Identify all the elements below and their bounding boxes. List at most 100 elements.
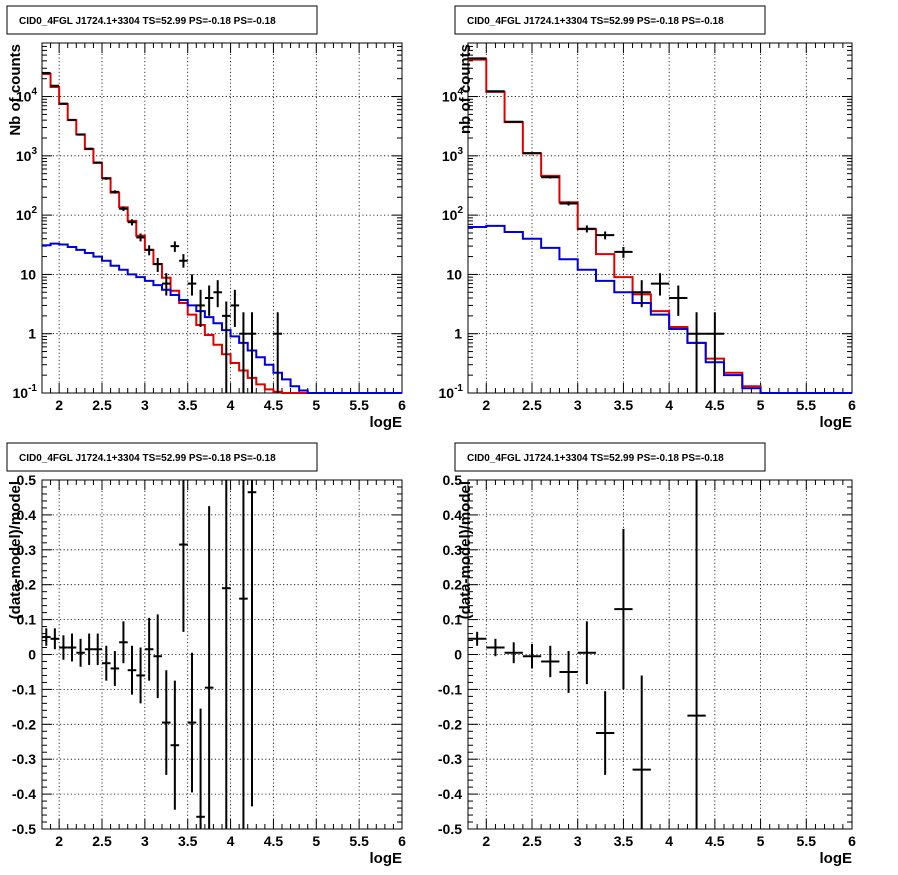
title-box-frame [454, 442, 766, 472]
grid [468, 480, 852, 829]
grid [42, 43, 402, 393]
x-tick-label: 2 [55, 397, 63, 413]
plot-frame [41, 42, 403, 394]
x-tick-label: 3 [574, 833, 582, 849]
chart-panel-2: 2 2.5 3 3.5 4 4.5 5 5.5 6 10-1 1 10 102 103 104 logE nb … [439, 5, 856, 431]
residual-point [222, 480, 231, 829]
data-point [84, 147, 94, 150]
residual-point [144, 617, 154, 681]
series-line-background [42, 242, 402, 394]
y-tick-label: 10-1 [439, 383, 464, 401]
series-line-model [42, 73, 402, 394]
y-tick-label: 0.3 [17, 542, 37, 558]
data-point [204, 285, 214, 316]
y-tick-label: 0.4 [17, 507, 37, 523]
x-tick-label: 2.5 [92, 397, 112, 413]
x-tick-label: 5.5 [797, 397, 817, 413]
chart-title: CID0_4FGL J1724.1+3304 TS=52.99 PS=-0.18… [19, 16, 276, 27]
y-tick-label: 0.5 [443, 472, 463, 488]
residual-point [59, 635, 68, 660]
data-point [67, 118, 77, 121]
residual-point [187, 652, 197, 793]
residual-point [84, 633, 94, 665]
y-tick-label: 10-1 [13, 383, 38, 401]
x-tick-label: 3 [574, 397, 582, 413]
residual-point [522, 644, 542, 669]
data-point [196, 289, 205, 327]
residual-point [486, 638, 505, 657]
x-tick-label: 6 [848, 833, 856, 849]
x-tick-label: 6 [848, 397, 856, 413]
y-tick-label: 0.1 [17, 612, 37, 628]
residual-point [541, 645, 560, 678]
x-tick-label: 6 [398, 397, 406, 413]
residual-point [93, 633, 102, 665]
series-line-background [468, 224, 852, 394]
title-box: CID0_4FGL J1724.1+3304 TS=52.99 PS=-0.18… [6, 5, 318, 35]
data-point [239, 312, 248, 393]
data-point [119, 206, 128, 212]
title-box-frame [6, 442, 318, 472]
y-axis-title: (data-model)/model [7, 481, 24, 619]
y-tick-label: -0.4 [12, 786, 36, 802]
x-tick-label: 3.5 [178, 397, 198, 413]
residual-point [102, 645, 111, 681]
residual-points [468, 480, 706, 829]
y-tick-label: 0.3 [443, 542, 463, 558]
data-point [577, 225, 596, 233]
x-tick-label: 5 [312, 833, 320, 849]
y-tick-label: 0.1 [443, 612, 463, 628]
residual-point [127, 645, 137, 695]
residual-point [239, 480, 248, 829]
grid [468, 43, 852, 393]
x-tick-label: 4.5 [264, 833, 284, 849]
grid [42, 480, 402, 829]
y-tick-label: -0.5 [438, 821, 462, 837]
title-box: CID0_4FGL J1724.1+3304 TS=52.99 PS=-0.18… [6, 442, 318, 472]
x-tick-label: 3.5 [614, 833, 634, 849]
x-tick-label: 3.5 [614, 397, 634, 413]
y-tick-label: -0.2 [12, 716, 36, 732]
data-point [687, 312, 706, 393]
residual-point [559, 651, 578, 693]
chart-title: CID0_4FGL J1724.1+3304 TS=52.99 PS=-0.18… [467, 453, 724, 464]
residual-points [42, 480, 257, 829]
residual-point [596, 691, 615, 775]
y-tick-label: 0.5 [17, 472, 37, 488]
data-point [102, 177, 111, 180]
data-point [614, 247, 633, 258]
title-box-frame [6, 5, 318, 35]
data-point [669, 285, 688, 316]
y-axis-title: Nb of counts [7, 44, 24, 136]
residual-point [136, 647, 145, 704]
y-tick-label: 0 [28, 647, 36, 663]
data-point [273, 312, 282, 393]
chart-panel-1: 2 2.5 3 3.5 4 4.5 5 5.5 6 10-1 1 10 102 103 104 logE Nb … [6, 5, 406, 431]
residual-point [76, 638, 85, 667]
data-point [247, 312, 257, 393]
x-tick-label: 5.5 [349, 833, 369, 849]
data-point [541, 176, 560, 179]
x-tick-label: 4.5 [705, 833, 725, 849]
data-point [230, 289, 240, 327]
y-tick-label: 102 [16, 205, 38, 223]
y-tick-label: 1 [28, 326, 36, 342]
data-point [110, 190, 120, 194]
data-point [179, 254, 188, 268]
chart-title: CID0_4FGL J1724.1+3304 TS=52.99 PS=-0.18… [19, 453, 276, 464]
y-tick-label: 10 [20, 266, 36, 282]
x-tick-label: 2 [482, 833, 490, 849]
title-box: CID0_4FGL J1724.1+3304 TS=52.99 PS=-0.18… [454, 442, 766, 472]
x-tick-label: 5 [757, 397, 765, 413]
y-tick-label: 102 [442, 205, 464, 223]
x-tick-label: 5.5 [797, 833, 817, 849]
residual-point [119, 621, 128, 664]
x-tick-label: 5.5 [349, 397, 369, 413]
data-point [596, 231, 615, 240]
residual-point [153, 614, 162, 699]
x-tick-label: 3 [141, 833, 149, 849]
x-axis-title: logE [820, 850, 853, 867]
data-point [222, 301, 231, 393]
x-tick-label: 5 [757, 833, 765, 849]
